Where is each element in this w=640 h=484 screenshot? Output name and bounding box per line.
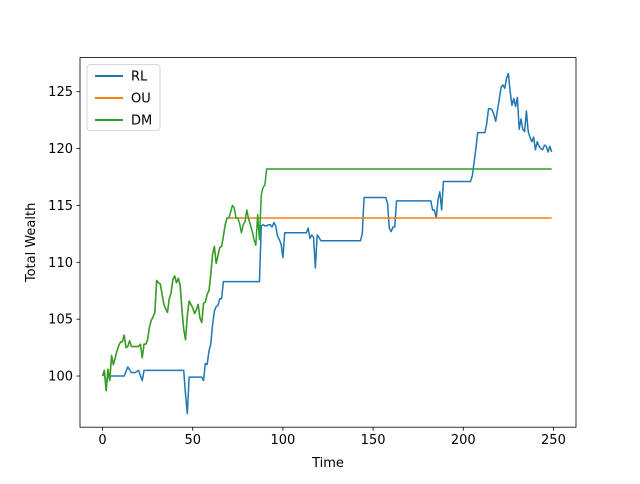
- series-lines: [101, 72, 553, 415]
- x-tick-label: 0: [98, 433, 106, 448]
- x-tick-label: 50: [184, 433, 201, 448]
- legend-box: [86, 64, 161, 131]
- x-tick-label: 250: [541, 433, 566, 448]
- y-tick-label: 115: [48, 199, 73, 214]
- series-line-dm: [101, 168, 552, 392]
- legend: RL OU DM: [86, 64, 161, 131]
- x-tick-label: 100: [270, 433, 295, 448]
- y-tick-label: 110: [48, 256, 73, 271]
- x-tick-label: 200: [451, 433, 476, 448]
- y-axis-label: Total Wealth: [24, 203, 39, 284]
- x-axis-label: Time: [311, 456, 344, 471]
- x-axis-ticks: 0 50 100 150 200 250: [98, 427, 566, 448]
- plot-area-frame: [79, 57, 577, 428]
- y-tick-label: 120: [48, 142, 73, 157]
- legend-label-dm: DM: [131, 114, 152, 129]
- series-line-ou: [101, 217, 552, 392]
- legend-label-rl: RL: [131, 70, 148, 85]
- series-line-rl: [101, 72, 553, 415]
- y-tick-label: 125: [48, 85, 73, 100]
- legend-label-ou: OU: [131, 92, 151, 107]
- x-tick-label: 150: [361, 433, 386, 448]
- y-axis-ticks: 100 105 110 115 120 125: [48, 85, 80, 385]
- y-tick-label: 100: [48, 370, 73, 385]
- y-tick-label: 105: [48, 313, 73, 328]
